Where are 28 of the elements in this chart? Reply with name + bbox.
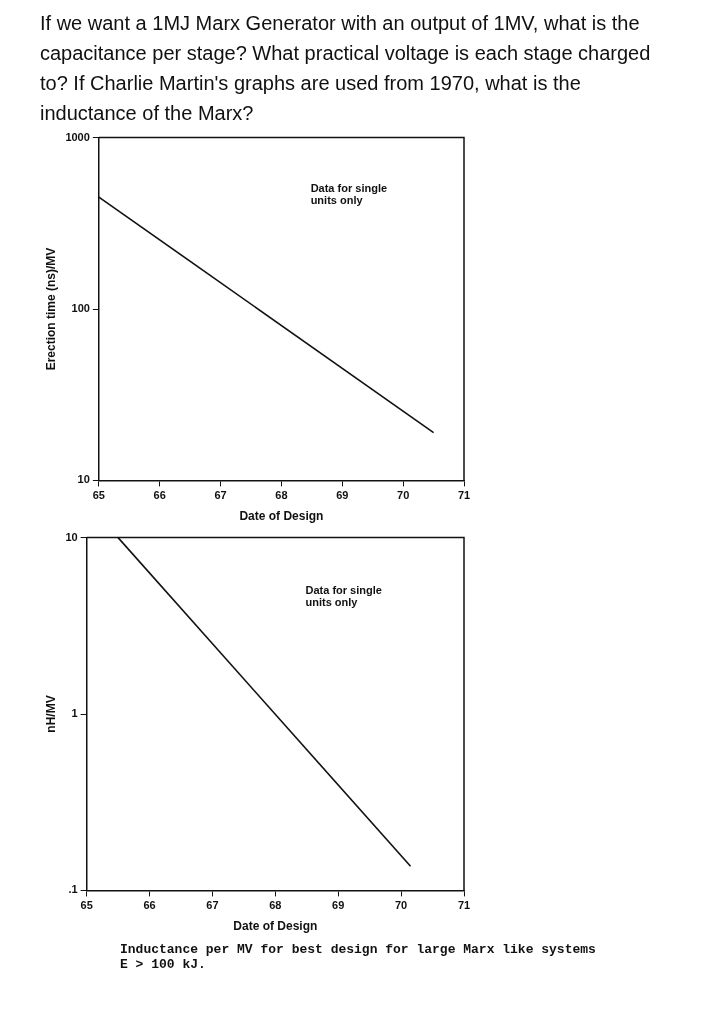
x-axis-title: Date of Design (233, 919, 318, 934)
y-tick-label: .1 (68, 883, 78, 896)
x-tick-label: 66 (153, 489, 166, 502)
text: Inductance per MV for best design for large Marx like systems E > 100 kJ. (120, 942, 597, 972)
y-tick-label: 1 (71, 707, 78, 720)
x-tick-label: 69 (332, 899, 345, 912)
y-axis-title: Erection time (ns)/MV (43, 247, 58, 371)
annotation: Data for single units only (305, 584, 382, 609)
y-tick-label: 1000 (65, 130, 90, 143)
y-tick-label: 100 (71, 302, 90, 315)
x-tick-label: 69 (336, 489, 349, 502)
x-tick-label: 70 (394, 899, 408, 912)
y-tick-label: 10 (77, 473, 90, 486)
x-tick-label: 67 (206, 899, 219, 912)
x-axis-title: Date of Design (239, 509, 324, 524)
y-axis-title: nH/MV (43, 695, 58, 733)
y-tick-label: 10 (65, 530, 78, 543)
x-tick-label: 68 (275, 489, 288, 502)
x-tick-label: 65 (92, 489, 105, 502)
x-tick-label: 70 (397, 489, 410, 502)
x-tick-label: 67 (214, 489, 227, 502)
x-tick-label: 66 (143, 899, 156, 912)
annotation: Data for single units only (310, 182, 388, 207)
x-tick-label: 65 (80, 899, 93, 912)
x-tick-label: 71 (457, 899, 471, 912)
x-tick-label: 71 (457, 489, 471, 502)
chart-title: If we want a 1MJ Marx Generator with an output of 1MV, what is the capacitance per stage? What practical voltage is each stage charged to? If Charlie Martin's graphs are used from 1970, what is the inductance of the Marx? (40, 11, 652, 126)
x-tick-label: 68 (269, 899, 282, 912)
